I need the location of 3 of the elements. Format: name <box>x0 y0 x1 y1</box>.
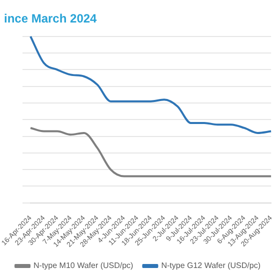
chart-title: ince March 2024 <box>4 12 98 26</box>
legend-label: N-type G12 Wafer (USD/pc) <box>161 261 261 270</box>
legend-label: N-type M10 Wafer (USD/pc) <box>34 261 134 270</box>
